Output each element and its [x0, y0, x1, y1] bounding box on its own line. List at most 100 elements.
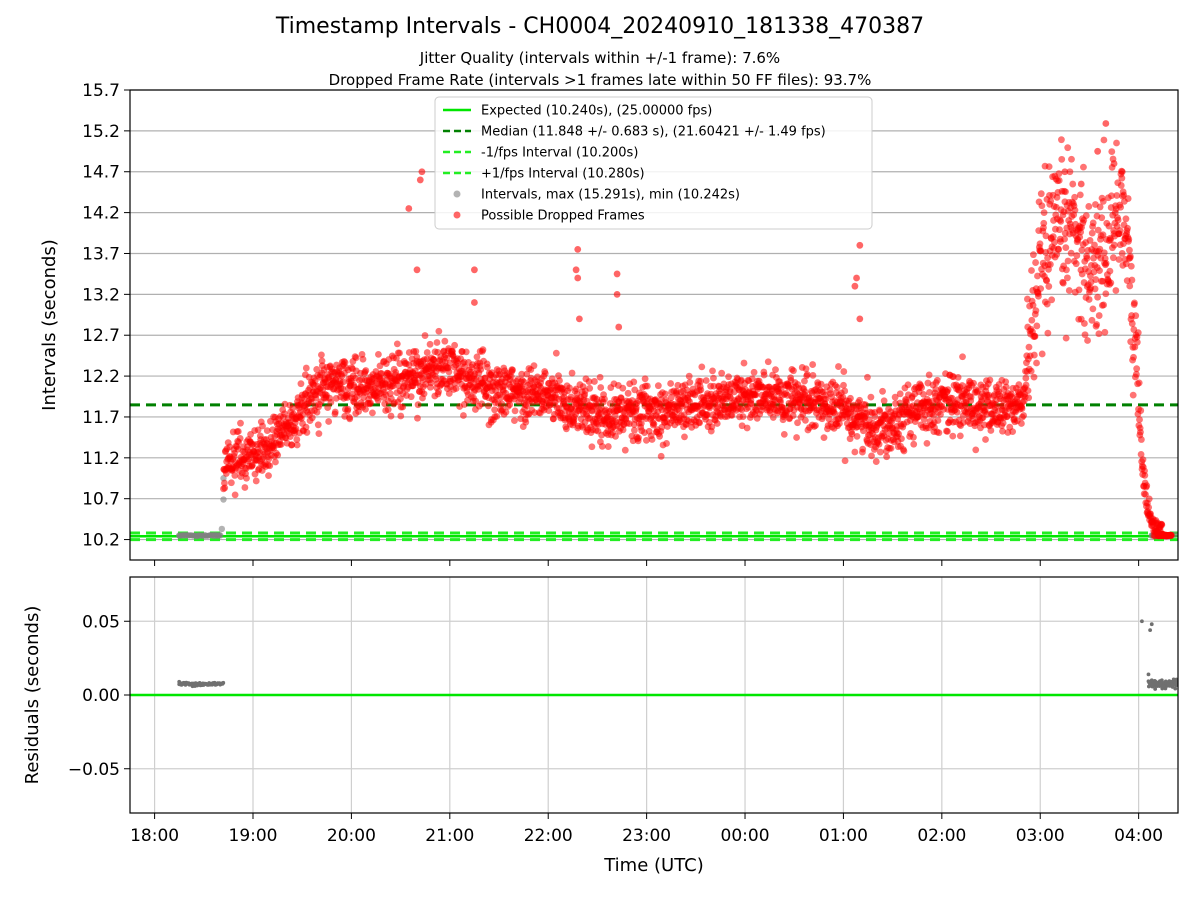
- dropped-frame-point: [872, 458, 880, 465]
- dropped-frame-point: [1018, 405, 1026, 412]
- dropped-frame-point: [274, 451, 282, 459]
- top-ytick-label: 10.2: [82, 531, 120, 551]
- dropped-frame-point: [1085, 296, 1093, 303]
- dropped-frame-point: [420, 390, 428, 398]
- dropped-frame-point: [1028, 267, 1035, 274]
- legend-entry-label: +1/fps Interval (10.280s): [481, 167, 645, 182]
- dropped-frame-point: [840, 368, 848, 375]
- dropped-frame-point: [708, 423, 716, 431]
- dropped-frame-point: [237, 419, 244, 427]
- dropped-frame-point: [1131, 299, 1138, 307]
- dropped-frame-point: [831, 409, 839, 417]
- dropped-frame-point: [1076, 191, 1084, 199]
- dropped-frame-point: [1108, 192, 1115, 200]
- dropped-frame-point: [953, 408, 961, 416]
- dropped-frame-point: [703, 411, 711, 418]
- dropped-frame-point: [308, 414, 316, 422]
- dropped-frame-point: [1109, 254, 1117, 262]
- dropped-frame-point: [686, 398, 693, 405]
- dropped-frame-point: [926, 389, 933, 396]
- dropped-frame-point: [803, 371, 811, 378]
- dropped-frame-point: [297, 380, 305, 388]
- dropped-frame-point: [972, 446, 980, 454]
- dropped-frame-point: [1091, 285, 1099, 293]
- dropped-frame-point: [586, 384, 594, 392]
- dropped-frame-point: [650, 420, 658, 428]
- dropped-frame-point: [1009, 428, 1017, 436]
- dropped-frame-point: [518, 370, 526, 378]
- dropped-frame-point: [1027, 367, 1035, 375]
- dropped-frame-point: [339, 378, 347, 386]
- dropped-frame-point: [1078, 270, 1086, 278]
- dropped-frame-point: [661, 390, 669, 398]
- dropped-frame-point: [851, 448, 859, 456]
- dropped-frame-point: [1102, 260, 1110, 267]
- dropped-frame-point: [451, 341, 459, 349]
- dropped-frame-point: [1032, 259, 1039, 266]
- dropped-frame-spike: [856, 315, 864, 323]
- residual-point: [221, 680, 226, 685]
- dropped-frame-point: [1113, 139, 1120, 147]
- residual-point: [185, 681, 190, 686]
- dropped-frame-spike: [575, 315, 583, 323]
- dropped-frame-point: [718, 369, 726, 377]
- residual-point: [210, 682, 214, 687]
- dropped-frame-spike: [1102, 120, 1110, 127]
- legend-entry-label: Median (11.848 +/- 0.683 s), (21.60421 +…: [481, 125, 826, 140]
- interval-point: [176, 532, 183, 539]
- dropped-frame-point: [925, 371, 933, 379]
- dropped-frame-point: [702, 377, 710, 384]
- dropped-frame-point: [236, 434, 244, 442]
- dropped-frame-point: [1135, 379, 1143, 387]
- dropped-frame-point: [985, 391, 993, 399]
- dropped-frame-point: [1032, 307, 1040, 315]
- dropped-frame-point: [1142, 491, 1149, 498]
- legend-dot-marker: [453, 211, 461, 219]
- residual-point: [1159, 678, 1164, 683]
- chart-subtitle-jitter: Jitter Quality (intervals within +/-1 fr…: [419, 49, 781, 67]
- dropped-frame-point: [311, 377, 319, 385]
- dropped-frame-point: [1043, 277, 1051, 285]
- dropped-frame-point: [841, 387, 849, 395]
- dropped-frame-point: [509, 366, 516, 374]
- dropped-frame-point: [847, 394, 854, 402]
- dropped-frame-point: [1129, 391, 1137, 399]
- dropped-frame-point: [836, 420, 843, 427]
- dropped-frame-point: [887, 444, 895, 452]
- bottom-xtick-label: 21:00: [425, 826, 474, 846]
- top-ytick-label: 12.2: [82, 367, 120, 387]
- dropped-frame-point: [1031, 333, 1039, 340]
- dropped-frame-point: [1043, 300, 1051, 308]
- dropped-frame-point: [289, 404, 297, 412]
- dropped-frame-point: [1100, 249, 1108, 257]
- dropped-frame-point: [853, 432, 861, 440]
- dropped-frame-point: [441, 337, 449, 345]
- dropped-frame-point: [1059, 279, 1067, 287]
- residual-point: [218, 682, 223, 687]
- dropped-frames-series: [220, 120, 1175, 540]
- dropped-frame-point: [1094, 226, 1102, 234]
- residual-point: [1161, 684, 1166, 689]
- legend-entry-label: Expected (10.240s), (25.00000 fps): [481, 104, 712, 119]
- dropped-frame-point: [859, 445, 867, 453]
- dropped-frame-point: [1126, 282, 1134, 290]
- dropped-frame-point: [934, 417, 942, 424]
- dropped-frame-point: [641, 375, 649, 383]
- dropped-frame-point: [387, 412, 395, 420]
- dropped-frame-point: [743, 424, 751, 432]
- dropped-frame-point: [423, 349, 431, 356]
- bottom-axes-frame: [129, 576, 1179, 814]
- residual-point: [1148, 628, 1153, 632]
- dropped-frame-point: [472, 397, 480, 405]
- dropped-frame-point: [840, 381, 847, 389]
- dropped-frame-point: [1084, 337, 1091, 344]
- dropped-frame-point: [725, 373, 732, 381]
- dropped-frame-point: [1088, 229, 1096, 237]
- bottom-ytick-label: 0.05: [82, 612, 120, 632]
- dropped-frame-point: [421, 332, 429, 339]
- dropped-frame-point: [1080, 163, 1087, 171]
- dropped-frame-point: [769, 414, 777, 421]
- dropped-frame-point: [772, 366, 779, 374]
- dropped-frame-point: [1037, 190, 1045, 198]
- dropped-frame-point: [433, 339, 441, 346]
